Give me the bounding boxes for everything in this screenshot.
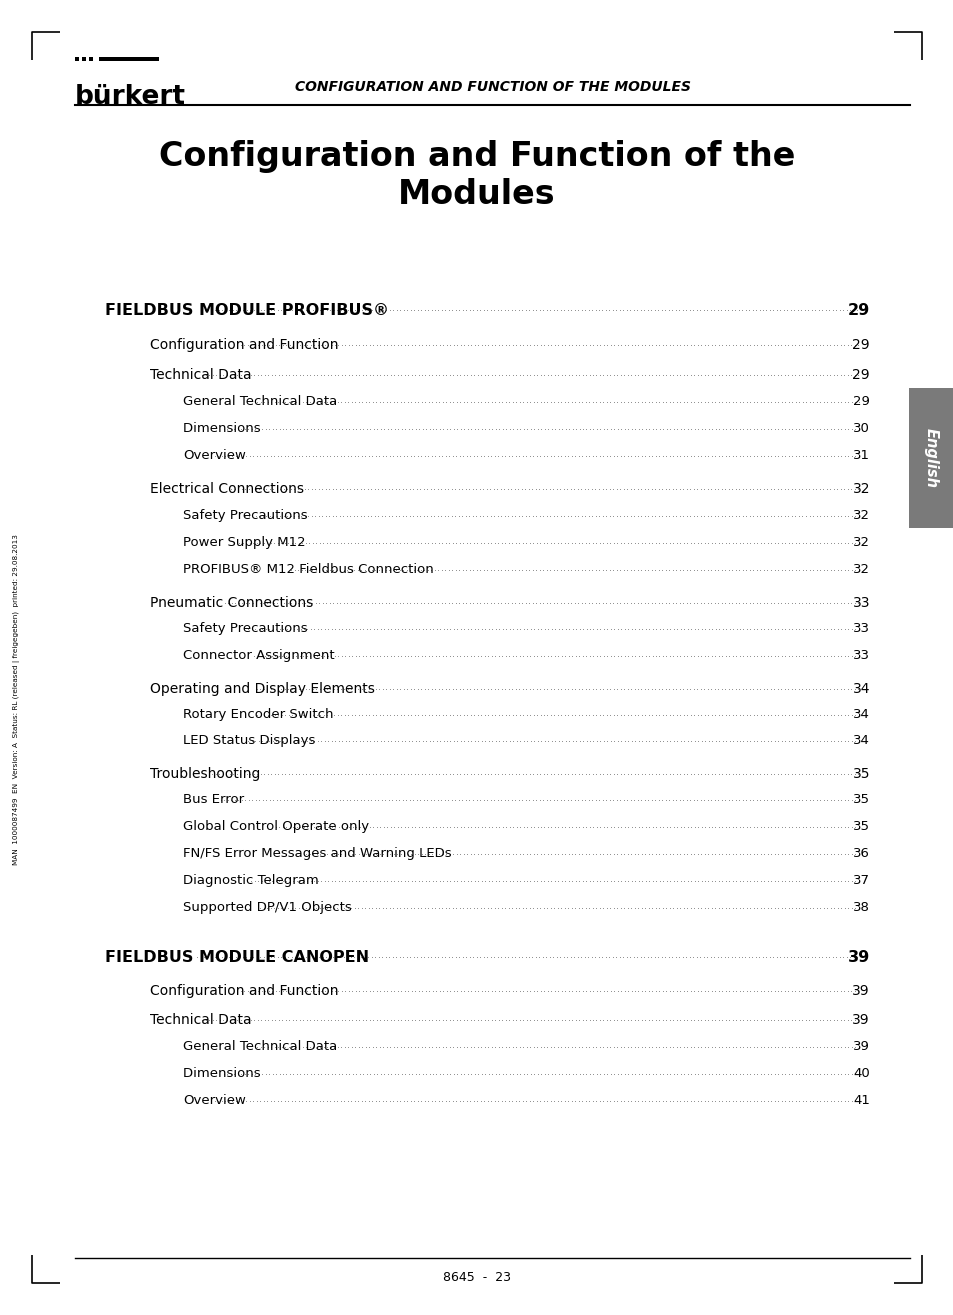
- Text: 35: 35: [852, 821, 869, 832]
- Text: FIELDBUS MODULE CANOPEN: FIELDBUS MODULE CANOPEN: [105, 949, 369, 965]
- Text: General Technical Data: General Technical Data: [183, 394, 337, 408]
- Text: 36: 36: [852, 847, 869, 860]
- Text: 39: 39: [851, 1013, 869, 1027]
- Text: Configuration and Function of the: Configuration and Function of the: [158, 139, 795, 174]
- Text: 29: 29: [852, 394, 869, 408]
- Text: 39: 39: [852, 1040, 869, 1053]
- Text: 32: 32: [852, 483, 869, 496]
- Bar: [82, 57, 86, 60]
- Text: General Technical Data: General Technical Data: [183, 1040, 337, 1053]
- Text: Power Supply M12: Power Supply M12: [183, 537, 305, 548]
- Text: 33: 33: [852, 650, 869, 661]
- Text: 33: 33: [852, 596, 869, 610]
- Text: 30: 30: [852, 422, 869, 435]
- Text: 41: 41: [852, 1094, 869, 1107]
- Text: Troubleshooting: Troubleshooting: [150, 767, 265, 781]
- Text: Connector Assignment: Connector Assignment: [183, 650, 338, 661]
- Text: 32: 32: [852, 509, 869, 522]
- Text: 33: 33: [852, 622, 869, 635]
- Text: LED Status Displays: LED Status Displays: [183, 734, 315, 747]
- Text: Technical Data: Technical Data: [150, 368, 252, 381]
- Text: Dimensions: Dimensions: [183, 1066, 265, 1080]
- Text: 38: 38: [852, 901, 869, 914]
- Text: Global Control Operate only: Global Control Operate only: [183, 821, 373, 832]
- Text: MAN  1000087499  EN  Version: A  Status: RL (released | freigegeben)  printed: 2: MAN 1000087499 EN Version: A Status: RL …: [13, 535, 20, 865]
- Text: 29: 29: [847, 302, 869, 318]
- Text: Rotary Encoder Switch: Rotary Encoder Switch: [183, 707, 337, 721]
- Text: Diagnostic Telegram: Diagnostic Telegram: [183, 874, 323, 888]
- Text: 34: 34: [852, 707, 869, 721]
- Text: Electrical Connections: Electrical Connections: [150, 483, 308, 496]
- Text: 34: 34: [852, 734, 869, 747]
- Text: PROFIBUS® M12 Fieldbus Connection: PROFIBUS® M12 Fieldbus Connection: [183, 563, 434, 576]
- Text: Overview: Overview: [183, 448, 246, 462]
- Bar: [75, 57, 79, 60]
- Text: 35: 35: [852, 793, 869, 806]
- Text: 8645  -  23: 8645 - 23: [442, 1272, 511, 1283]
- Text: Technical Data: Technical Data: [150, 1013, 252, 1027]
- Bar: [99, 57, 159, 60]
- Text: Overview: Overview: [183, 1094, 246, 1107]
- Bar: [89, 57, 92, 60]
- Text: Bus Error: Bus Error: [183, 793, 248, 806]
- Text: Safety Precautions: Safety Precautions: [183, 509, 307, 522]
- Text: Safety Precautions: Safety Precautions: [183, 622, 312, 635]
- Text: 39: 39: [851, 984, 869, 998]
- Text: 35: 35: [852, 767, 869, 781]
- Text: Modules: Modules: [397, 178, 556, 210]
- Text: FN/FS Error Messages and Warning LEDs: FN/FS Error Messages and Warning LEDs: [183, 847, 456, 860]
- Text: 29: 29: [851, 368, 869, 381]
- Text: Supported DP/V1 Objects: Supported DP/V1 Objects: [183, 901, 352, 914]
- Text: 32: 32: [852, 563, 869, 576]
- Text: Configuration and Function: Configuration and Function: [150, 338, 338, 352]
- Text: 31: 31: [852, 448, 869, 462]
- Text: 40: 40: [852, 1066, 869, 1080]
- Text: English: English: [923, 427, 938, 488]
- Text: 39: 39: [847, 949, 869, 965]
- Text: Dimensions: Dimensions: [183, 422, 265, 435]
- Bar: [908, 388, 952, 529]
- Text: 29: 29: [851, 338, 869, 352]
- Text: 34: 34: [852, 682, 869, 696]
- Text: Operating and Display Elements: Operating and Display Elements: [150, 682, 379, 696]
- Text: Configuration and Function: Configuration and Function: [150, 984, 338, 998]
- Text: 37: 37: [852, 874, 869, 888]
- Text: FIELDBUS MODULE PROFIBUS®: FIELDBUS MODULE PROFIBUS®: [105, 302, 389, 318]
- Text: 32: 32: [852, 537, 869, 548]
- Text: bürkert: bürkert: [75, 84, 186, 110]
- Text: Pneumatic Connections: Pneumatic Connections: [150, 596, 313, 610]
- Text: CONFIGURATION AND FUNCTION OF THE MODULES: CONFIGURATION AND FUNCTION OF THE MODULE…: [294, 80, 690, 93]
